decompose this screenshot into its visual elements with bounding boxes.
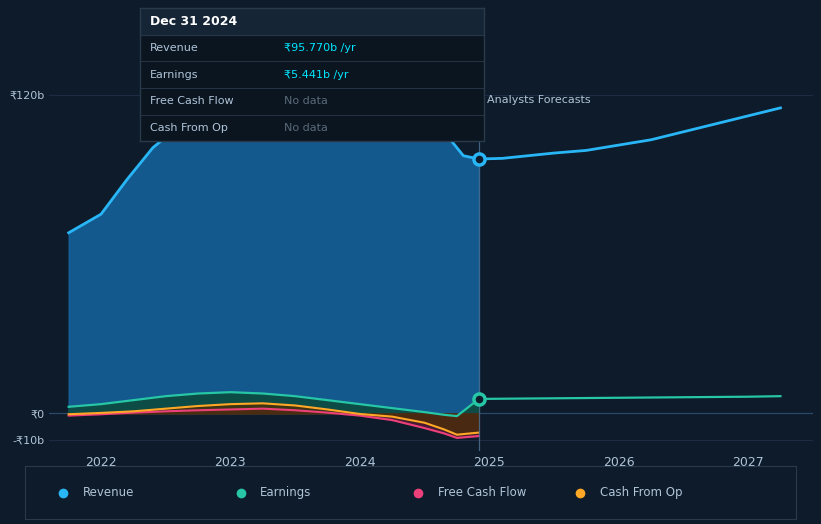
Text: ₹5.441b /yr: ₹5.441b /yr bbox=[284, 70, 349, 80]
Text: No data: No data bbox=[284, 123, 328, 133]
Text: Past: Past bbox=[448, 95, 471, 105]
Text: Revenue: Revenue bbox=[83, 486, 134, 499]
Text: Free Cash Flow: Free Cash Flow bbox=[438, 486, 526, 499]
Bar bbox=[140, 8, 484, 35]
Text: Cash From Op: Cash From Op bbox=[599, 486, 682, 499]
Text: No data: No data bbox=[284, 96, 328, 106]
Text: Revenue: Revenue bbox=[150, 43, 199, 53]
Text: Earnings: Earnings bbox=[150, 70, 199, 80]
Text: Dec 31 2024: Dec 31 2024 bbox=[150, 15, 237, 28]
Text: Analysts Forecasts: Analysts Forecasts bbox=[487, 95, 590, 105]
Text: Earnings: Earnings bbox=[260, 486, 311, 499]
Text: Cash From Op: Cash From Op bbox=[150, 123, 227, 133]
Text: ₹95.770b /yr: ₹95.770b /yr bbox=[284, 43, 356, 53]
Text: Free Cash Flow: Free Cash Flow bbox=[150, 96, 233, 106]
